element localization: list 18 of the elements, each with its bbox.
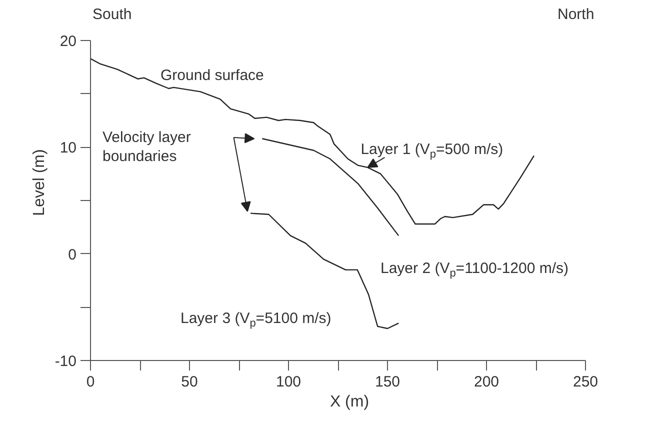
y-axis-title: Level (m) — [30, 149, 48, 216]
x-tick-label: 0 — [86, 374, 95, 390]
text: South — [92, 6, 132, 23]
x-tick-label: 200 — [474, 374, 500, 390]
y-tick-label: -10 — [54, 353, 77, 370]
annotation: Ground surface — [160, 67, 264, 84]
x-tick-label: 150 — [374, 374, 400, 390]
y-tick-label: 0 — [68, 246, 76, 264]
text: North — [558, 6, 594, 23]
annotation: Velocity layer boundaries — [102, 129, 191, 165]
x-tick-label: 50 — [181, 374, 198, 390]
y-tick-label: 20 — [60, 33, 77, 50]
y-tick-label: 10 — [60, 140, 77, 157]
line-series — [90, 58, 535, 225]
x-tick-label: 250 — [572, 374, 598, 390]
x-tick-label: 100 — [276, 374, 302, 390]
x-axis-title: X (m) — [330, 394, 370, 410]
line-series — [262, 138, 400, 236]
